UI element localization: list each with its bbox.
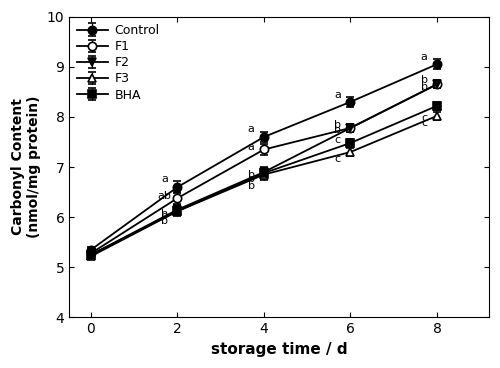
Text: b: b xyxy=(161,209,168,219)
Legend: Control, F1, F2, F3, BHA: Control, F1, F2, F3, BHA xyxy=(73,20,163,105)
Text: b: b xyxy=(334,120,341,130)
Text: b: b xyxy=(334,125,341,135)
Text: c: c xyxy=(421,113,427,123)
Text: a: a xyxy=(248,142,254,152)
Text: c: c xyxy=(334,154,340,164)
Text: a: a xyxy=(161,174,168,184)
Text: b: b xyxy=(420,82,428,92)
Text: b: b xyxy=(161,216,168,226)
Text: a: a xyxy=(334,90,341,100)
Y-axis label: Carbonyl Content
(nmol/mg protein): Carbonyl Content (nmol/mg protein) xyxy=(11,96,42,238)
Text: ab: ab xyxy=(158,191,172,201)
Text: b: b xyxy=(248,170,254,180)
Text: c: c xyxy=(421,118,427,128)
Text: b: b xyxy=(161,211,168,221)
X-axis label: storage time / d: storage time / d xyxy=(211,342,348,357)
Text: c: c xyxy=(334,135,340,145)
Text: b: b xyxy=(248,174,254,184)
Text: a: a xyxy=(248,124,254,134)
Text: b: b xyxy=(248,181,254,191)
Text: a: a xyxy=(420,52,428,62)
Text: b: b xyxy=(420,75,428,85)
